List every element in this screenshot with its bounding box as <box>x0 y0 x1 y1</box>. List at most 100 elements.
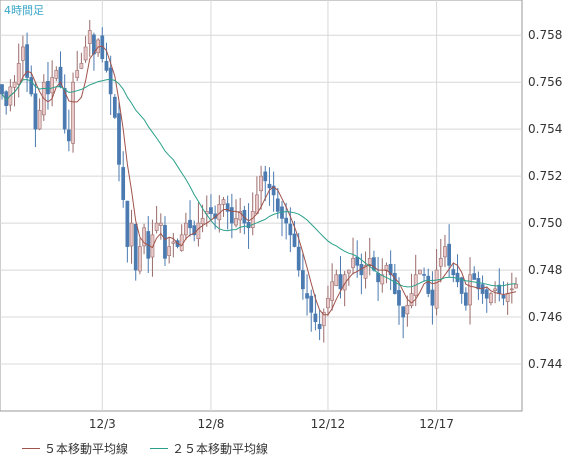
candle-body <box>79 63 84 69</box>
candle-body <box>246 221 251 229</box>
y-tick-label: 0.746 <box>528 310 562 324</box>
candle-body <box>142 227 146 247</box>
grid-layer <box>0 0 522 411</box>
candle-body <box>509 288 514 291</box>
candle-body <box>388 263 393 276</box>
candle-body <box>334 274 339 287</box>
candle-body <box>75 70 80 78</box>
candle-body <box>50 77 55 94</box>
candle-body <box>351 258 355 268</box>
candle-body <box>188 219 192 229</box>
y-tick-label: 0.752 <box>528 169 562 183</box>
candle-body <box>284 217 289 224</box>
candle-body <box>25 44 29 78</box>
candle-body <box>501 294 506 299</box>
candle-body <box>221 199 226 205</box>
candle-body <box>71 81 75 144</box>
legend-item-ma25: ２５本移動平均線 <box>150 440 268 457</box>
candle-body <box>171 241 176 244</box>
x-tick-label: 12/12 <box>311 417 346 431</box>
candle-body <box>418 269 422 275</box>
candle-body <box>112 96 117 118</box>
candle-body <box>263 171 268 182</box>
ma5-line <box>1 45 517 316</box>
candle-body <box>309 295 314 313</box>
candle-body <box>484 289 489 299</box>
candle-body <box>480 284 485 294</box>
candle-body <box>405 305 410 315</box>
candle-body <box>489 293 493 303</box>
candle-body <box>430 289 435 306</box>
candle-body <box>267 183 272 189</box>
candle-body <box>62 88 67 130</box>
candle-body <box>87 30 92 44</box>
candle-body <box>313 313 318 323</box>
candle-body <box>108 67 113 95</box>
candle-body <box>238 211 243 221</box>
candle-body <box>505 293 510 302</box>
candle-body <box>66 129 71 142</box>
candle-body <box>472 273 477 280</box>
legend-label-ma5: ５本移動平均線 <box>44 442 129 456</box>
candle-body <box>459 277 464 294</box>
candle-body <box>463 292 468 306</box>
y-tick-label: 0.748 <box>528 263 562 277</box>
candle-body <box>200 218 205 225</box>
candle-body <box>158 222 163 226</box>
candle-body <box>192 225 197 236</box>
chart-svg: 0.758 0.756 0.754 0.752 0.750 0.748 0.746 0.744… <box>0 0 563 431</box>
candle-body <box>259 175 263 192</box>
candle-body <box>443 246 447 258</box>
candle-body <box>163 225 167 259</box>
candle-body <box>54 70 59 79</box>
candle-body <box>46 81 50 95</box>
y-tick-label: 0.756 <box>528 75 562 89</box>
candle-body <box>514 283 518 289</box>
candle-body <box>229 207 234 224</box>
candle-body <box>196 222 201 240</box>
candle-body <box>468 274 472 306</box>
legend: ５本移動平均線 ２５本移動平均線 <box>0 432 574 462</box>
y-tick-label: 0.750 <box>528 216 562 230</box>
candle-body <box>125 200 130 247</box>
candle-body <box>296 246 301 271</box>
axis-layer: 0.758 0.756 0.754 0.752 0.750 0.748 0.746 0.744… <box>89 28 563 431</box>
candle-body <box>326 297 330 309</box>
candle-body <box>376 272 380 283</box>
candle-body <box>150 234 155 258</box>
candle-body <box>0 84 4 95</box>
x-tick-label: 12/8 <box>197 417 224 431</box>
candle-body <box>317 323 322 330</box>
candle-body <box>29 77 34 95</box>
candle-body <box>33 93 38 130</box>
legend-swatch-ma25 <box>150 448 168 449</box>
candle-body <box>21 46 25 61</box>
candle-body <box>138 246 142 272</box>
candle-body <box>355 256 360 266</box>
candle-body <box>367 258 372 267</box>
candle-body <box>209 207 213 215</box>
y-tick-label: 0.754 <box>528 122 562 136</box>
candle-body <box>330 281 334 301</box>
candle-body <box>409 293 414 307</box>
candle-body <box>451 269 456 276</box>
chart-title: 4時間足 <box>4 4 44 17</box>
candle-body <box>225 203 230 212</box>
candle-body <box>184 222 188 236</box>
ma-layer <box>1 45 517 316</box>
candle-body <box>16 63 21 85</box>
x-tick-label: 12/3 <box>89 417 116 431</box>
candle-body <box>104 60 109 71</box>
legend-item-ma5: ５本移動平均線 <box>22 440 128 457</box>
candle-body <box>292 233 297 247</box>
candle-body <box>133 224 138 271</box>
candle-body <box>117 113 121 165</box>
candle-body <box>438 258 443 267</box>
candle-body <box>305 293 309 299</box>
candle-body <box>154 222 159 231</box>
candle-body <box>363 265 368 279</box>
candle-body <box>397 290 401 306</box>
candle-body <box>275 198 280 212</box>
y-tick-label: 0.744 <box>528 357 562 371</box>
